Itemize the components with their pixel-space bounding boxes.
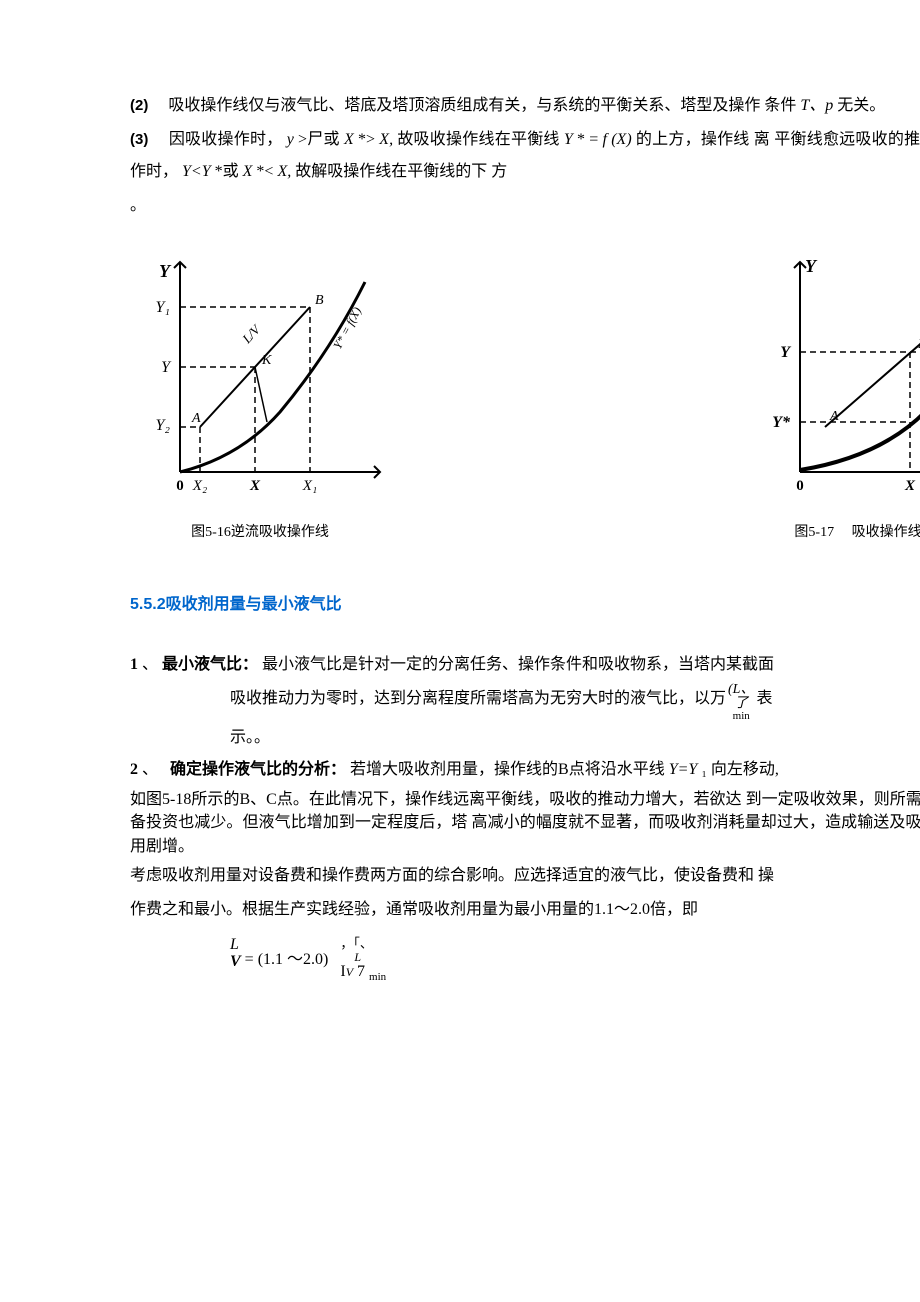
p3p: X,: [277, 163, 291, 180]
svg-text:Y*: Y*: [772, 414, 791, 431]
figure-5-16: Y Y₁ Y Y₂ 0 X₂ X X₁ A B K L/V Y* = f(X) …: [130, 252, 390, 545]
item-1-frac-top: (L、: [728, 683, 754, 697]
svg-text:Y: Y: [780, 344, 791, 361]
formula-L: L: [230, 936, 239, 954]
item-1-frac-bot: 了: [734, 697, 748, 711]
figure-5-16-caption: 图5-16逆流吸收操作线: [130, 520, 390, 545]
para-2-vars: T、p: [800, 97, 833, 114]
p3i: * =: [577, 131, 603, 148]
para-2: (2) 吸收操作线仅与液气比、塔底及塔顶溶质组成有关，与系统的平衡关系、塔型及操…: [130, 90, 920, 122]
item-1-line2a: 吸收推动力为零时，达到分离程度所需塔高为无穷大时的液气比，以万: [230, 683, 726, 715]
formula-min: min: [369, 972, 386, 984]
para-3-num: (3): [130, 131, 148, 148]
p3m: *或: [215, 163, 239, 180]
item-1-num: 1: [130, 656, 138, 673]
figure-5-17-caption: 图5-17 吸收操作线推动力示意图: [750, 520, 920, 545]
item-2-c: ₁: [701, 761, 707, 778]
item-2-sep: 、: [142, 761, 166, 778]
item-1-frac-sub: min: [733, 711, 750, 722]
item-1-title: 最小液气比：: [162, 656, 258, 673]
p3g: 故吸收操作线在平衡线: [397, 131, 559, 148]
para-3-end: 。: [130, 190, 920, 222]
item-2-b: Y=Y: [669, 761, 698, 778]
para-2-text: 吸收操作线仅与液气比、塔底及塔顶溶质组成有关，与系统的平衡关系、塔型及操作 条件: [152, 97, 796, 114]
p3a: 因吸收操作时，: [153, 131, 283, 148]
p3q: 故解吸操作线在平衡线的下 方: [295, 163, 507, 180]
svg-text:L/V: L/V: [239, 321, 265, 347]
svg-text:X₂: X₂: [192, 478, 207, 494]
section-heading-552: 5.5.2吸收剂用量与最小液气比: [130, 589, 920, 621]
figures-row: Y Y₁ Y Y₂ 0 X₂ X X₁ A B K L/V Y* = f(X) …: [130, 252, 920, 545]
item-2-num: 2: [130, 761, 138, 778]
p3b: y: [287, 131, 298, 148]
formula-V: V: [230, 953, 241, 971]
svg-text:X: X: [904, 478, 916, 494]
svg-text:X₁: X₁: [302, 478, 317, 494]
svg-text:X: X: [249, 478, 261, 494]
formula-rbot3: 7: [357, 963, 365, 980]
figure-5-17-svg: A Y Y Y* 0 X X* X B K Y* = f(X): [750, 252, 920, 502]
p3n: X: [243, 163, 253, 180]
para-3: (3) 因吸收操作时， y >尸或 X *> X, 故吸收操作线在平衡线 Y *…: [130, 124, 920, 188]
p3e: *>: [358, 131, 379, 148]
svg-text:Y: Y: [159, 261, 172, 281]
p3c: >尸或: [298, 131, 340, 148]
p3l: Y<Y: [182, 163, 211, 180]
figure-5-17: A Y Y Y* 0 X X* X B K Y* = f(X) 图5-17 吸收…: [750, 252, 920, 545]
item-1: 1 、 最小液气比： 最小液气比是针对一定的分离任务、操作条件和吸收物系，当塔内…: [130, 649, 920, 681]
item-2-line3: 考虑吸收剂用量对设备费和操作费两方面的综合影响。应选择适宜的液气比，使设备费和 …: [130, 860, 920, 892]
svg-text:0: 0: [176, 478, 184, 494]
svg-text:Y₂: Y₂: [156, 417, 171, 434]
svg-text:B: B: [315, 293, 324, 308]
figure-5-16-svg: Y Y₁ Y Y₂ 0 X₂ X X₁ A B K L/V Y* = f(X): [130, 252, 390, 502]
formula-rmid: L: [354, 951, 361, 963]
item-1-body: 最小液气比是针对一定的分离任务、操作条件和吸收物系，当塔内某截面: [262, 656, 774, 673]
item-1-sep: 、: [142, 656, 158, 673]
para-2-num: (2): [130, 97, 148, 114]
p3j: f (X): [603, 131, 632, 148]
svg-text:Y* = f(X): Y* = f(X): [330, 305, 364, 352]
formula-rbot2: V: [346, 965, 353, 979]
item-1-line2: 吸收推动力为零时，达到分离程度所需塔高为无穷大时的液气比，以万 (L、 了 mi…: [230, 683, 920, 722]
item-2-line4: 作费之和最小。根据生产实践经验，通常吸收剂用量为最小用量的1.1〜2.0倍，即: [130, 894, 920, 926]
figure-5-17-caption-b: 吸收操作线推动力示意图: [852, 525, 920, 540]
p3f: X,: [379, 131, 393, 148]
p3h: Y: [564, 131, 573, 148]
formula-rtop: ，「、: [340, 936, 373, 952]
formula: L V = (1.1 〜2.0) ，「、 L IV 7 min: [230, 936, 920, 984]
figure-5-17-caption-a: 图5-17: [794, 525, 834, 540]
svg-text:K: K: [261, 353, 272, 368]
formula-eq: = (1.1 〜2.0): [245, 951, 329, 968]
svg-text:Y₁: Y₁: [156, 299, 170, 316]
item-2-a: 若增大吸收剂用量，操作线的B点将沿水平线: [350, 761, 665, 778]
svg-text:0: 0: [796, 478, 804, 494]
svg-text:Y: Y: [161, 359, 172, 376]
p3d: X: [344, 131, 354, 148]
item-2-title: 确定操作液气比的分析：: [170, 761, 346, 778]
item-2-d: 向左移动,: [711, 761, 779, 778]
item-2-line2: 如图5-18所示的B、C点。在此情况下，操作线远离平衡线，吸收的推动力增大，若欲…: [130, 788, 920, 858]
item-2: 2 、 确定操作液气比的分析： 若增大吸收剂用量，操作线的B点将沿水平线 Y=Y…: [130, 754, 920, 786]
svg-text:Y: Y: [805, 256, 818, 276]
p3o: *<: [256, 163, 273, 180]
svg-text:A: A: [829, 409, 839, 424]
svg-text:A: A: [191, 411, 201, 426]
item-1-line2b: 表: [756, 683, 772, 715]
item-1-line3: 示。。: [230, 722, 920, 754]
para-2-tail: 无关。: [837, 97, 885, 114]
